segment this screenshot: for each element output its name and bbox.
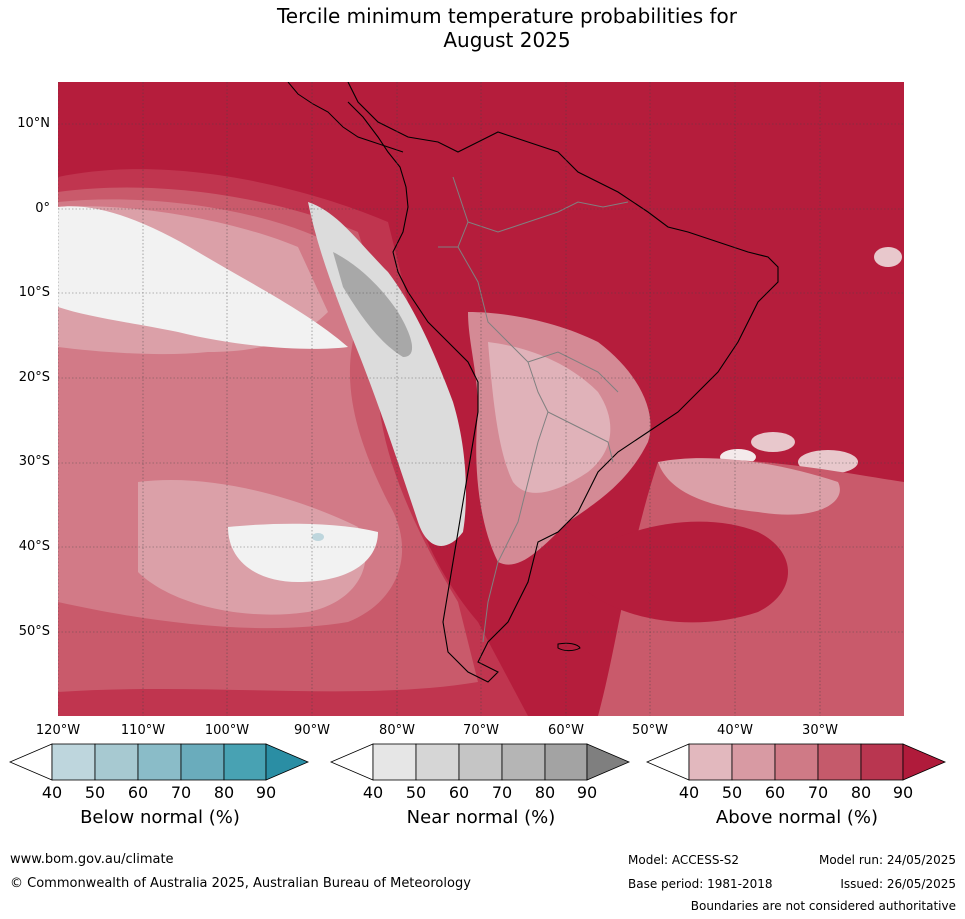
- below-normal-patch: [312, 533, 324, 541]
- near-swatch-0: [329, 743, 374, 781]
- near-tick-60: 60: [448, 783, 470, 802]
- legend-above-colorbar: [645, 743, 947, 781]
- above-swatch-4: [817, 743, 862, 781]
- legend-near-colorbar: [329, 743, 631, 781]
- lon-label-110w: 110°W: [120, 723, 166, 738]
- near-tick-40: 40: [362, 783, 384, 802]
- footer-model: Model: ACCESS-S2: [628, 853, 740, 867]
- lon-label-40w: 40°W: [717, 723, 753, 738]
- below-swatch-6: [265, 743, 310, 781]
- above-swatch-0: [645, 743, 690, 781]
- below-swatch-0: [8, 743, 53, 781]
- below-swatch-5: [223, 743, 267, 781]
- lon-label-60w: 60°W: [548, 723, 584, 738]
- title-line-1: Tercile minimum temperature probabilitie…: [276, 4, 738, 28]
- below-tick-70: 70: [170, 783, 192, 802]
- legend-near-title: Near normal (%): [406, 807, 556, 828]
- footer-copyright: © Commonwealth of Australia 2025, Austra…: [10, 876, 471, 891]
- near-normal-white-south: [228, 523, 378, 582]
- above-tick-90: 90: [892, 783, 914, 802]
- title-line-2: August 2025: [443, 28, 571, 52]
- below-swatch-2: [94, 743, 139, 781]
- above-swatch-3: [774, 743, 819, 781]
- above-tick-40: 40: [678, 783, 700, 802]
- above-tick-80: 80: [850, 783, 872, 802]
- legend-above-title: Above normal (%): [715, 807, 879, 828]
- country-borders: [438, 176, 629, 643]
- south-atlantic-pale: [658, 458, 840, 515]
- above-tick-50: 50: [721, 783, 743, 802]
- footer-issued: Issued: 26/05/2025: [840, 877, 956, 891]
- coastline-falklands: [557, 642, 581, 652]
- legend-below-normal: [8, 743, 310, 781]
- lon-label-50w: 50°W: [632, 723, 668, 738]
- lon-label-70w: 70°W: [463, 723, 499, 738]
- near-tick-70: 70: [491, 783, 513, 802]
- probability-map: [58, 82, 904, 716]
- footer-base-period: Base period: 1981-2018: [628, 877, 773, 891]
- footer-disclaimer: Boundaries are not considered authoritat…: [690, 899, 956, 913]
- near-swatch-3: [458, 743, 503, 781]
- continent-interior-50: [488, 342, 611, 493]
- near-swatch-1: [372, 743, 417, 781]
- coastline-central-america: [287, 82, 404, 153]
- lon-label-120w: 120°W: [35, 723, 81, 738]
- legend-below-title: Below normal (%): [80, 807, 240, 828]
- lon-label-100w: 100°W: [204, 723, 250, 738]
- near-swatch-2: [415, 743, 460, 781]
- above-tick-60: 60: [764, 783, 786, 802]
- near-tick-50: 50: [405, 783, 427, 802]
- near-swatch-5: [544, 743, 588, 781]
- near-normal-white: [58, 206, 348, 349]
- map-title: Tercile minimum temperature probabilitie…: [0, 4, 965, 52]
- graticule: [58, 82, 904, 716]
- lat-label-10n: 10°N: [17, 116, 50, 131]
- lon-label-80w: 80°W: [379, 723, 415, 738]
- above-swatch-5: [860, 743, 904, 781]
- above-tick-70: 70: [807, 783, 829, 802]
- near-tick-80: 80: [534, 783, 556, 802]
- near-swatch-4: [501, 743, 546, 781]
- near-tick-90: 90: [576, 783, 598, 802]
- lat-label-40s: 40°S: [18, 539, 50, 554]
- lon-label-90w: 90°W: [294, 723, 330, 738]
- footer-model-run: Model run: 24/05/2025: [818, 853, 956, 867]
- below-tick-90: 90: [255, 783, 277, 802]
- legend-near-normal: [329, 743, 631, 781]
- below-tick-50: 50: [84, 783, 106, 802]
- above-swatch-2: [731, 743, 776, 781]
- lat-label-50s: 50°S: [18, 624, 50, 639]
- lat-label-0: 0°: [35, 201, 50, 216]
- lon-label-30w: 30°W: [802, 723, 838, 738]
- below-swatch-3: [137, 743, 182, 781]
- lat-label-20s: 20°S: [18, 370, 50, 385]
- legend-above-normal: [645, 743, 947, 781]
- legend-below-colorbar: [8, 743, 310, 781]
- above-swatch-1: [688, 743, 733, 781]
- below-swatch-1: [51, 743, 96, 781]
- atlantic-pale-spot-1: [751, 432, 795, 452]
- near-swatch-6: [586, 743, 631, 781]
- below-swatch-4: [180, 743, 225, 781]
- below-tick-60: 60: [127, 783, 149, 802]
- coastline-south-america: [347, 82, 779, 683]
- below-tick-40: 40: [41, 783, 63, 802]
- atlantic-pale-spot-4: [874, 247, 902, 267]
- footer-url[interactable]: www.bom.gov.au/climate: [10, 852, 174, 867]
- lat-label-30s: 30°S: [18, 454, 50, 469]
- near-normal-dark: [333, 252, 413, 357]
- above-swatch-6: [902, 743, 947, 781]
- below-tick-80: 80: [213, 783, 235, 802]
- lat-label-10s: 10°S: [18, 285, 50, 300]
